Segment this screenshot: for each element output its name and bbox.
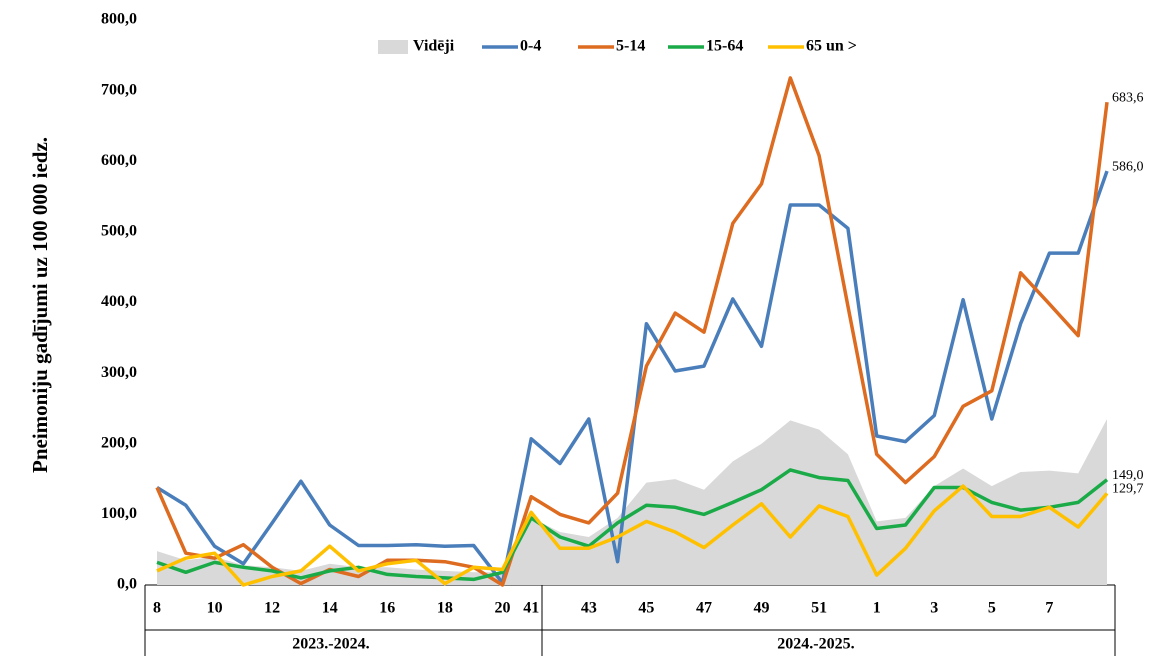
legend-swatch: [378, 40, 408, 54]
y-tick-label: 200,0: [101, 434, 137, 451]
legend-label: 5-14: [616, 38, 645, 55]
y-tick-label: 700,0: [101, 81, 137, 98]
data-label: 129,7: [1112, 482, 1144, 497]
x-tick-label: 20: [494, 600, 510, 617]
x-tick-label: 18: [437, 600, 453, 617]
x-tick-label: 12: [264, 600, 280, 617]
data-label: 149,0: [1112, 468, 1144, 483]
legend-label: 65 un >: [806, 38, 857, 55]
x-tick-label: 51: [811, 600, 827, 617]
y-tick-label: 0,0: [117, 576, 137, 593]
data-label: 586,0: [1112, 159, 1144, 174]
y-tick-label: 300,0: [101, 364, 137, 381]
group-label: 2023.-2024.: [292, 636, 369, 653]
y-tick-label: 100,0: [101, 505, 137, 522]
y-tick-label: 600,0: [101, 152, 137, 169]
x-tick-label: 5: [988, 600, 996, 617]
x-tick-label: 43: [581, 600, 597, 617]
y-tick-label: 800,0: [101, 11, 137, 28]
legend-label: Vidēji: [413, 38, 455, 55]
x-tick-label: 49: [754, 600, 770, 617]
x-tick-label: 8: [153, 600, 161, 617]
line: [156, 468, 1109, 582]
x-tick-label: 47: [696, 600, 712, 617]
y-axis-label: Pneimoniju gadījumi uz 100 000 iedz.: [28, 137, 52, 473]
x-tick-label: 7: [1045, 600, 1053, 617]
x-tick-label: 3: [930, 600, 938, 617]
line: [156, 170, 1109, 585]
x-tick-label: 41: [523, 600, 539, 617]
x-tick-label: 14: [322, 600, 338, 617]
x-tick-label: 1: [873, 600, 881, 617]
group-label: 2024.-2025.: [777, 636, 854, 653]
x-tick-label: 45: [638, 600, 654, 617]
x-tick-label: 10: [207, 600, 223, 617]
legend-label: 15-64: [706, 38, 743, 55]
y-tick-label: 500,0: [101, 223, 137, 240]
line: [156, 484, 1109, 587]
data-label: 683,6: [1112, 90, 1144, 105]
line: [155, 76, 1109, 587]
area: [157, 419, 1107, 585]
legend-label: 0-4: [520, 38, 541, 55]
x-tick-label: 16: [379, 600, 395, 617]
y-tick-label: 400,0: [101, 293, 137, 310]
